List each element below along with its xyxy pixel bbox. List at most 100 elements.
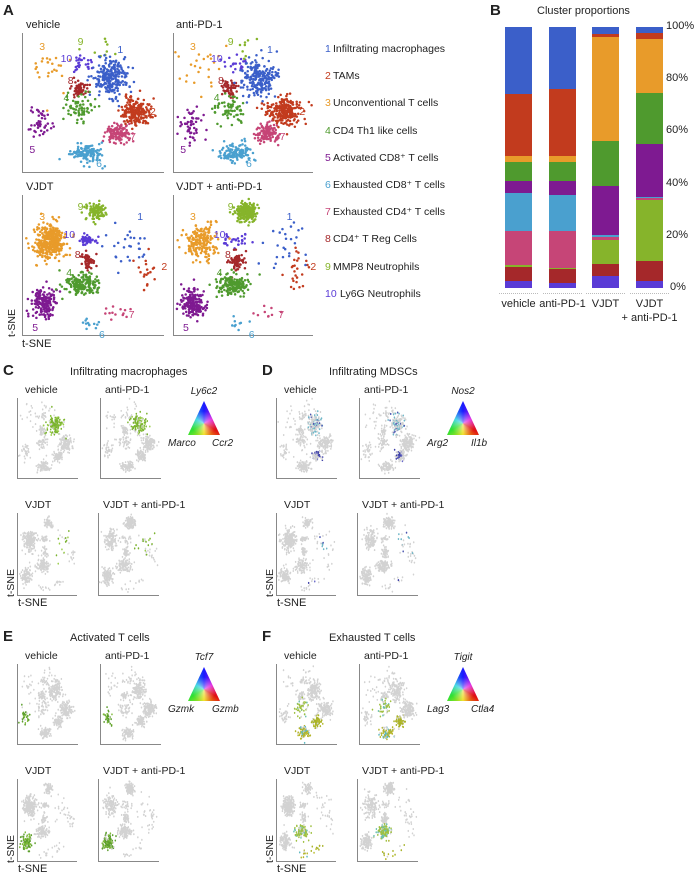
cluster-label: 8	[225, 248, 231, 261]
cell-point	[209, 223, 213, 227]
cell-point	[79, 86, 83, 90]
cell-point	[117, 75, 120, 78]
cell-point	[290, 265, 294, 269]
cell-point	[282, 122, 285, 125]
cell-point	[207, 253, 210, 256]
cell-point	[40, 431, 42, 434]
legend-number: 5	[325, 151, 331, 164]
cell-point	[240, 276, 244, 280]
cell-point	[261, 83, 264, 87]
cell-point	[233, 95, 236, 98]
cell-point	[209, 57, 213, 60]
cell-point	[103, 165, 107, 168]
cell-point	[26, 242, 30, 245]
chart-title: Cluster proportions	[537, 5, 630, 17]
cell-point	[137, 247, 141, 250]
cell-point	[58, 157, 61, 161]
cell-point	[41, 426, 43, 429]
cell-point	[234, 62, 238, 65]
cell-point	[188, 236, 192, 239]
cell-point	[80, 283, 84, 286]
cluster-label: 10	[213, 228, 226, 241]
cell-point	[53, 250, 57, 254]
cell-point	[256, 136, 260, 139]
cell-point	[260, 49, 263, 52]
cell-point	[186, 125, 190, 128]
cell-point	[136, 449, 139, 452]
cell-point	[44, 242, 48, 245]
cell-point	[31, 110, 35, 114]
cell-point	[226, 285, 229, 288]
cell-point	[223, 89, 227, 93]
cell-point	[77, 64, 81, 67]
cell-point	[131, 99, 135, 103]
cell-point	[239, 120, 243, 123]
cell-point	[197, 53, 201, 56]
cell-point	[52, 240, 56, 244]
cell-point	[247, 157, 251, 161]
cell-point	[47, 230, 51, 233]
cell-point	[266, 121, 269, 124]
cell-point	[58, 290, 62, 293]
cell-point	[178, 77, 182, 80]
cell-point	[217, 290, 221, 294]
cell-point	[182, 287, 186, 291]
cell-point	[296, 267, 299, 270]
cell-point	[91, 66, 95, 69]
cell-point	[145, 106, 148, 109]
cell-point	[49, 428, 52, 431]
legend-number: 9	[325, 260, 331, 273]
cell-point	[140, 449, 142, 452]
cell-point	[88, 93, 92, 97]
cell-point	[144, 259, 147, 263]
cell-point	[103, 66, 107, 70]
cell-point	[83, 205, 86, 209]
cell-point	[72, 440, 75, 443]
cell-point	[214, 278, 218, 281]
cell-point	[40, 113, 44, 117]
cell-point	[124, 470, 127, 474]
cell-point	[87, 281, 91, 285]
cell-point	[49, 407, 51, 410]
cell-point	[190, 252, 194, 255]
cell-point	[63, 441, 66, 444]
cell-point	[75, 121, 79, 125]
cell-point	[205, 128, 208, 132]
cell-point	[195, 306, 199, 310]
cell-point	[235, 154, 239, 158]
cell-point	[245, 203, 248, 206]
cell-point	[281, 273, 284, 277]
cell-point	[278, 118, 282, 122]
cell-point	[126, 136, 130, 139]
cell-point	[230, 151, 233, 154]
cell-point	[192, 294, 195, 298]
cell-point	[229, 292, 233, 296]
cell-point	[239, 295, 242, 298]
cell-point	[99, 214, 103, 217]
cell-point	[137, 103, 141, 107]
cell-point	[39, 253, 42, 256]
cell-point	[261, 56, 264, 60]
cell-point	[223, 101, 226, 104]
cell-point	[124, 122, 127, 126]
cell-point	[280, 105, 283, 108]
cell-point	[63, 435, 65, 438]
cell-point	[255, 37, 259, 41]
cluster-label: 6	[96, 157, 102, 170]
cell-point	[53, 300, 57, 304]
cell-point	[258, 126, 261, 130]
cell-point	[64, 103, 68, 106]
cell-point	[186, 289, 190, 293]
cell-point	[26, 446, 28, 449]
cell-point	[26, 402, 28, 405]
cell-point	[133, 401, 136, 404]
cell-point	[266, 315, 270, 318]
cell-point	[154, 114, 157, 118]
cell-point	[242, 57, 246, 60]
cell-point	[221, 113, 225, 116]
cell-point	[185, 74, 189, 77]
cell-point	[43, 463, 45, 466]
cell-point	[46, 438, 49, 441]
cell-point	[52, 296, 56, 299]
cell-point	[230, 268, 233, 271]
